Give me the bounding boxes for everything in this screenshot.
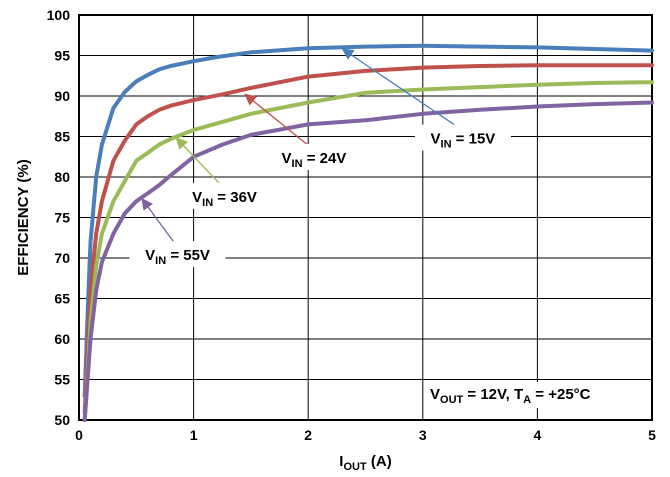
annotation-arrow-3 — [141, 197, 179, 248]
y-tick-label: 60 — [54, 331, 70, 347]
annotation-bg-0 — [414, 124, 511, 151]
x-tick-label: 0 — [75, 427, 83, 443]
annotation-arrow-2 — [175, 137, 226, 190]
condition-bg — [424, 382, 650, 408]
series-label-1: VIN = 24V — [282, 150, 347, 170]
condition-label: VOUT = 12V, TA = +25°C — [430, 386, 591, 406]
x-axis-label: IOUT (A) — [339, 453, 391, 473]
series-label-0: VIN = 15V — [431, 131, 496, 151]
series-label-2: VIN = 36V — [192, 189, 257, 209]
x-tick-label: 4 — [534, 427, 542, 443]
x-tick-label: 5 — [648, 427, 656, 443]
annotation-bg-3 — [129, 241, 226, 268]
x-tick-label: 1 — [190, 427, 198, 443]
series-line-3 — [82, 100, 654, 422]
plot-frame — [78, 14, 653, 421]
y-tick-label: 55 — [54, 372, 70, 388]
annotation-bg-2 — [176, 182, 273, 209]
series-line-0 — [82, 43, 654, 398]
y-tick-label: 90 — [54, 88, 70, 104]
y-tick-label: 65 — [54, 291, 70, 307]
series-label-3: VIN = 55V — [145, 247, 210, 267]
y-tick-label: 50 — [54, 412, 70, 428]
y-tick-label: 95 — [54, 48, 70, 64]
annotation-bg-1 — [265, 143, 362, 170]
series-line-1 — [82, 63, 654, 414]
y-axis-label: EFFICIENCY (%) — [15, 159, 32, 275]
y-tick-label: 80 — [54, 169, 70, 185]
y-tick-label: 75 — [54, 210, 70, 226]
x-tick-label: 3 — [419, 427, 427, 443]
y-tick-label: 70 — [54, 250, 70, 266]
y-tick-label: 85 — [54, 129, 70, 145]
annotation-arrow-0 — [341, 48, 464, 132]
x-tick-label: 2 — [304, 427, 312, 443]
series-line-2 — [82, 80, 654, 422]
y-tick-label: 100 — [47, 7, 71, 23]
annotation-arrow-1 — [244, 93, 315, 151]
